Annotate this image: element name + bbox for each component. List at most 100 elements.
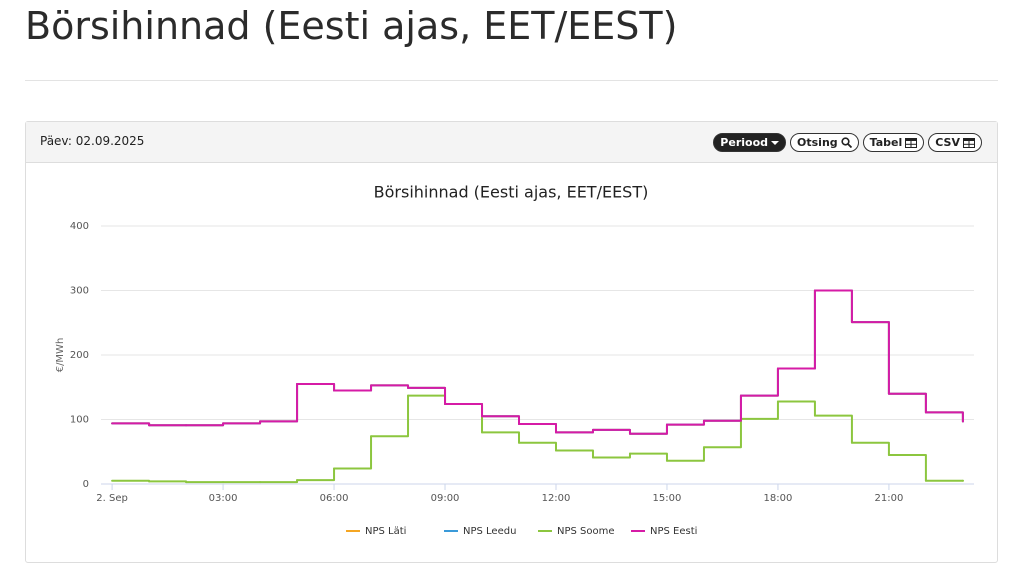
step-segment	[111, 422, 151, 427]
step-segment	[407, 394, 447, 406]
step-segment	[850, 441, 890, 456]
x-tick-label: 09:00	[431, 493, 460, 504]
step-segment	[407, 386, 447, 406]
table-button[interactable]: Tabel	[862, 133, 925, 152]
step-segment	[370, 384, 410, 389]
step-segment	[333, 435, 373, 470]
step-segment	[518, 423, 557, 434]
chart-title: Börsihinnad (Eesti ajas, EET/EEST)	[374, 183, 649, 202]
step-segment	[924, 411, 964, 423]
step-segment	[296, 383, 336, 392]
y-tick-label: 0	[83, 479, 89, 490]
step-segment	[776, 289, 816, 370]
step-segment	[665, 446, 705, 462]
step-segment	[739, 367, 779, 397]
step-segment	[481, 415, 521, 426]
csv-button[interactable]: CSV	[928, 133, 982, 152]
step-segment	[739, 367, 779, 397]
series-line	[111, 394, 964, 484]
step-segment	[739, 367, 779, 397]
x-tick-label: 12:00	[542, 493, 571, 504]
step-segment	[591, 452, 631, 459]
step-segment	[518, 441, 557, 452]
step-segment	[850, 321, 890, 395]
step-segment	[850, 321, 890, 395]
y-tick-label: 100	[70, 415, 89, 426]
step-segment	[111, 479, 151, 483]
chart: Börsihinnad (Eesti ajas, EET/EEST) €/MWh…	[55, 183, 974, 537]
step-segment	[702, 394, 742, 422]
step-segment	[591, 428, 631, 435]
step-segment	[813, 414, 853, 444]
x-tick-label: 03:00	[209, 493, 238, 504]
y-axis-label: €/MWh	[55, 338, 66, 373]
step-segment	[628, 423, 668, 435]
step-segment	[628, 423, 668, 435]
legend-label: NPS Leedu	[463, 526, 516, 537]
period-button[interactable]: Periood	[713, 133, 787, 152]
step-segment	[776, 289, 816, 370]
step-segment	[444, 403, 484, 434]
legend-item: NPS Leedu	[444, 526, 516, 537]
step-segment	[444, 403, 484, 418]
toolbar: Periood Otsing Tabel CSV	[713, 133, 982, 152]
step-segment	[887, 453, 927, 482]
step-segment	[148, 480, 188, 484]
step-segment	[887, 392, 927, 414]
series-line	[111, 289, 964, 435]
step-segment	[887, 392, 927, 414]
table-icon	[963, 137, 975, 148]
step-segment	[333, 384, 373, 392]
x-tick-label: 15:00	[653, 493, 682, 504]
step-segment	[813, 289, 853, 324]
step-segment	[481, 415, 521, 426]
step-segment	[813, 289, 853, 324]
chart-panel: Päev: 02.09.2025 Periood Otsing Tabel CS…	[25, 121, 998, 563]
page-heading: Börsihinnad (Eesti ajas, EET/EEST)	[25, 4, 678, 48]
y-tick-label: 300	[70, 286, 89, 297]
step-segment	[222, 420, 262, 425]
step-segment	[259, 383, 299, 423]
table-icon	[905, 137, 918, 148]
step-segment	[185, 422, 225, 427]
step-segment	[259, 479, 299, 484]
step-segment	[259, 383, 299, 423]
step-segment	[776, 289, 816, 370]
step-segment	[924, 411, 964, 423]
button-label: Tabel	[869, 136, 903, 149]
panel-header: Päev: 02.09.2025 Periood Otsing Tabel CS…	[26, 122, 997, 163]
search-icon	[841, 137, 852, 148]
button-label: CSV	[935, 136, 960, 149]
step-segment	[259, 383, 299, 423]
step-segment	[481, 415, 521, 426]
step-segment	[518, 423, 557, 434]
legend-item: NPS Soome	[538, 526, 615, 537]
button-label: Otsing	[797, 136, 838, 149]
series-line	[111, 289, 964, 435]
step-segment	[518, 423, 557, 434]
legend-label: NPS Läti	[365, 526, 406, 537]
step-segment	[554, 428, 594, 434]
search-button[interactable]: Otsing	[790, 133, 859, 152]
step-segment	[554, 449, 594, 459]
step-segment	[665, 419, 705, 426]
series-line	[111, 289, 964, 435]
step-segment	[776, 400, 816, 417]
legend-label: NPS Soome	[557, 526, 615, 537]
x-tick-label: 21:00	[875, 493, 904, 504]
step-segment	[628, 452, 668, 462]
divider	[25, 80, 998, 81]
caret-icon	[771, 140, 780, 145]
step-segment	[739, 400, 779, 420]
legend-label: NPS Eesti	[650, 526, 697, 537]
step-segment	[924, 411, 964, 423]
step-segment	[702, 394, 742, 422]
step-segment	[481, 431, 521, 444]
x-tick-label: 06:00	[320, 493, 349, 504]
step-segment	[702, 417, 742, 449]
step-segment	[370, 394, 410, 438]
step-segment	[850, 321, 890, 395]
step-segment	[813, 289, 853, 324]
x-tick-label: 18:00	[764, 493, 793, 504]
